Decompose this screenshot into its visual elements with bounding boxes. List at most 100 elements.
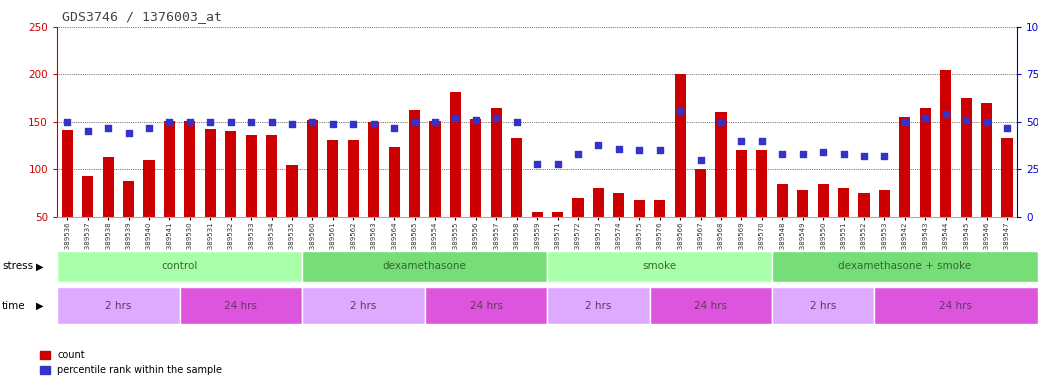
Point — [447, 115, 464, 121]
Bar — [470, 119, 482, 217]
Point — [774, 151, 791, 157]
Bar — [388, 147, 400, 217]
Point — [100, 124, 116, 131]
Point — [652, 147, 668, 154]
Point — [591, 142, 607, 148]
Point — [815, 149, 831, 156]
Bar — [715, 113, 727, 217]
Bar — [430, 121, 441, 217]
Bar — [920, 108, 931, 217]
Point — [222, 119, 239, 125]
Point — [876, 153, 893, 159]
Text: 24 hrs: 24 hrs — [694, 301, 728, 311]
Point — [386, 124, 403, 131]
Point — [937, 111, 954, 118]
Bar — [654, 200, 665, 217]
Point — [509, 119, 525, 125]
Point — [406, 119, 422, 125]
Point — [264, 119, 280, 125]
Bar — [818, 184, 828, 217]
Point — [141, 124, 158, 131]
Bar — [246, 135, 256, 217]
Point — [120, 130, 137, 136]
Point — [80, 128, 97, 134]
Bar — [225, 131, 237, 217]
Text: stress: stress — [2, 262, 33, 271]
Point — [754, 138, 770, 144]
Point — [427, 119, 443, 125]
Text: time: time — [2, 301, 26, 311]
Point — [59, 119, 76, 125]
Bar — [491, 108, 502, 217]
Text: 24 hrs: 24 hrs — [224, 301, 257, 311]
Point — [692, 157, 709, 163]
Bar — [164, 121, 175, 217]
Bar — [757, 151, 767, 217]
Text: GDS3746 / 1376003_at: GDS3746 / 1376003_at — [62, 10, 222, 23]
Bar — [531, 212, 543, 217]
Point — [243, 119, 260, 125]
Text: dexamethasone: dexamethasone — [383, 262, 467, 271]
Bar — [61, 129, 73, 217]
Text: control: control — [162, 262, 198, 271]
Text: ▶: ▶ — [35, 301, 44, 311]
Bar — [449, 93, 461, 217]
Text: 2 hrs: 2 hrs — [351, 301, 377, 311]
Bar — [552, 212, 564, 217]
Point — [713, 119, 730, 125]
Point — [978, 119, 994, 125]
Point — [855, 153, 872, 159]
Text: 24 hrs: 24 hrs — [469, 301, 502, 311]
Point — [794, 151, 811, 157]
Point — [529, 161, 546, 167]
Point — [549, 161, 566, 167]
Bar — [736, 151, 747, 217]
Bar — [940, 70, 952, 217]
Bar — [409, 109, 420, 217]
Legend: count, percentile rank within the sample: count, percentile rank within the sample — [36, 346, 226, 379]
Bar — [511, 138, 522, 217]
Point — [570, 151, 586, 157]
Point — [672, 108, 688, 114]
Bar — [327, 140, 338, 217]
Point — [631, 147, 648, 154]
Point — [958, 117, 975, 123]
Point — [304, 119, 321, 125]
Point — [202, 119, 219, 125]
Bar — [204, 129, 216, 217]
Point — [917, 115, 933, 121]
Bar — [143, 160, 155, 217]
Bar — [776, 184, 788, 217]
Point — [283, 121, 300, 127]
Text: 2 hrs: 2 hrs — [810, 301, 837, 311]
Point — [733, 138, 749, 144]
Point — [488, 115, 504, 121]
Point — [345, 121, 361, 127]
Bar — [838, 189, 849, 217]
Bar — [368, 122, 379, 217]
Text: ▶: ▶ — [35, 262, 44, 271]
Bar — [613, 193, 625, 217]
Bar — [185, 121, 195, 217]
Point — [325, 121, 342, 127]
Bar — [695, 169, 706, 217]
Bar — [266, 135, 277, 217]
Point — [999, 124, 1015, 131]
Bar — [82, 176, 93, 217]
Bar — [1002, 138, 1013, 217]
Text: smoke: smoke — [643, 262, 677, 271]
Text: dexamethasone + smoke: dexamethasone + smoke — [839, 262, 972, 271]
Bar — [103, 157, 114, 217]
Bar — [286, 165, 298, 217]
Point — [182, 119, 198, 125]
Bar — [797, 190, 809, 217]
Point — [467, 117, 484, 123]
Point — [897, 119, 913, 125]
Point — [836, 151, 852, 157]
Bar — [348, 140, 359, 217]
Bar — [879, 190, 890, 217]
Bar — [981, 103, 992, 217]
Bar — [122, 181, 134, 217]
Bar — [307, 120, 318, 217]
Text: 2 hrs: 2 hrs — [585, 301, 611, 311]
